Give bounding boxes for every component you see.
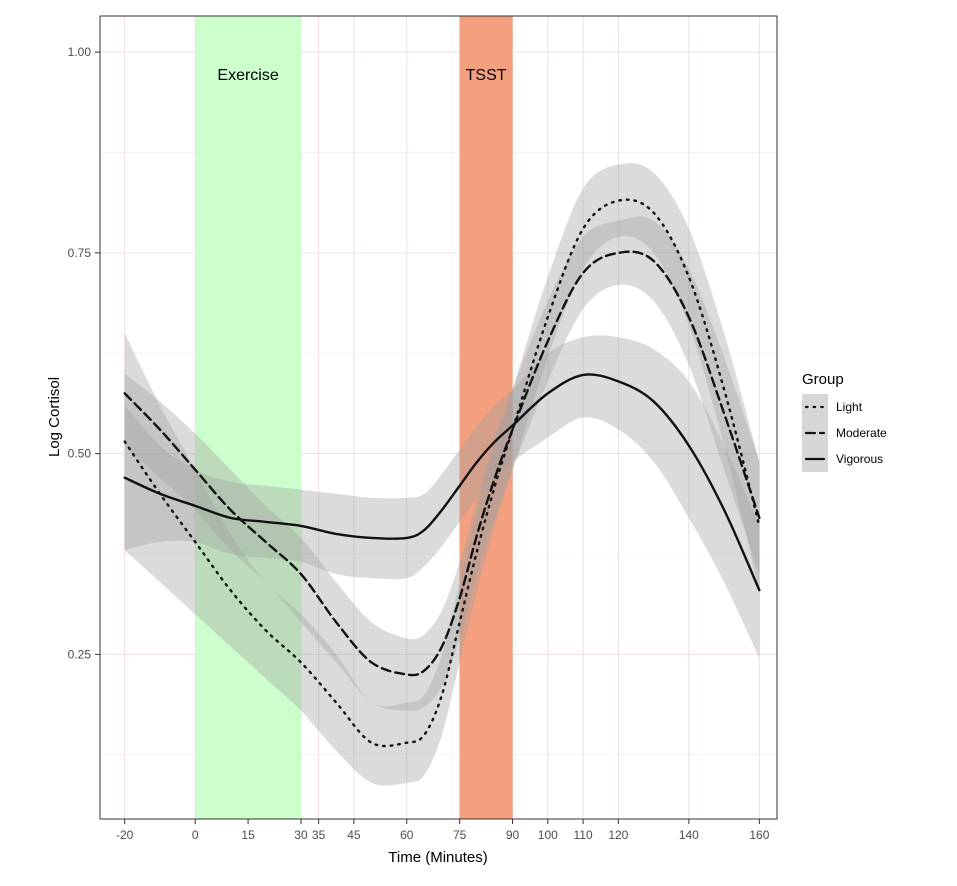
x-tick-label: 75 [453,828,467,842]
ci-ribbon-vigorous [124,335,760,659]
x-axis: -20 0 15 30 35 45 60 75 90 100 110 120 140 160 [116,819,770,842]
legend-title: Group [802,371,844,388]
x-tick-label: 45 [347,828,361,842]
x-tick-label: 100 [538,828,558,842]
x-tick-label: 15 [241,828,255,842]
ci-ribbon-light [124,163,760,786]
highlight-bands [195,16,513,819]
x-tick-label: 140 [679,828,699,842]
band-exercise [195,16,301,819]
legend: Group Light Moderate Vigorous [802,371,887,472]
x-tick-label: 120 [608,828,628,842]
legend-label-vigorous: Vigorous [836,452,883,466]
series-line-moderate [123,250,761,677]
series-lines [123,198,761,748]
x-tick-label: 90 [506,828,520,842]
series-line-light [123,198,761,748]
y-axis-label: Log Cortisol [46,377,63,457]
band-labels: Exercise TSST [217,67,506,84]
x-tick-label: 0 [192,828,199,842]
x-axis-label: Time (Minutes) [388,849,487,866]
x-tick-label: 110 [573,828,592,842]
x-tick-label: 35 [312,828,326,842]
y-axis: 0.25 0.50 0.75 1.00 [68,45,100,661]
x-tick-label: 160 [749,828,769,842]
x-tick-label: -20 [116,828,134,842]
band-tsst [459,16,513,819]
legend-label-light: Light [836,400,863,414]
y-tick-label: 1.00 [68,45,92,59]
series-line-vigorous [123,373,761,592]
legend-label-moderate: Moderate [836,426,887,440]
y-tick-label: 0.75 [68,246,92,260]
plot-panel-border [99,15,778,820]
x-tick-label: 60 [400,828,414,842]
x-tick-label: 30 [294,828,308,842]
ci-ribbon-moderate [124,216,760,711]
confidence-ribbons [124,163,760,786]
y-tick-label: 0.50 [68,447,92,461]
y-tick-label: 0.25 [68,647,92,661]
band-label-tsst: TSST [466,67,507,84]
band-label-exercise: Exercise [217,67,278,84]
